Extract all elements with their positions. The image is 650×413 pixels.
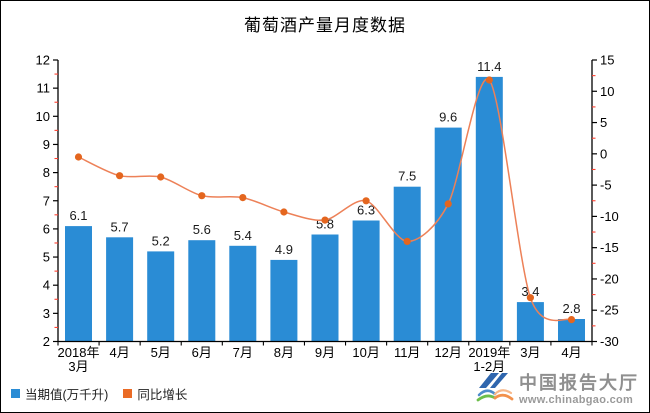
x-category-label: 2019年 1-2月 (468, 345, 510, 374)
bar (147, 251, 175, 342)
legend-swatch-line-icon (123, 389, 133, 398)
bar-value-label: 5.6 (193, 222, 211, 237)
x-category-label: 6月 (192, 345, 212, 360)
growth-line-marker (280, 208, 288, 216)
x-category-label: 10月 (352, 345, 379, 360)
bar-value-label: 4.9 (275, 242, 293, 257)
left-tick-label: 6 (43, 221, 50, 236)
right-tick-label: 0 (600, 146, 607, 161)
watermark: 中国报告大厅 www.chinabgao.com (476, 372, 639, 408)
x-category-label: 11月 (394, 345, 421, 360)
bar (270, 259, 298, 342)
growth-line-marker (362, 197, 370, 205)
x-category-label: 4月 (109, 345, 129, 360)
growth-line-marker (403, 237, 411, 245)
growth-line-marker (116, 172, 124, 180)
bar-value-label: 5.7 (111, 219, 129, 234)
bar-value-label: 9.6 (439, 110, 457, 125)
bar (352, 220, 380, 342)
x-category-label: 5月 (151, 345, 171, 360)
bar (475, 76, 503, 342)
growth-line-marker (526, 294, 535, 302)
legend: 当期值(万千升) 同比增长 (11, 384, 187, 403)
x-category-label: 3月 (520, 345, 540, 360)
left-tick-label: 8 (43, 165, 50, 180)
watermark-url: www.chinabgao.com (519, 393, 634, 406)
bar (188, 240, 216, 342)
bar (229, 245, 257, 342)
bar-value-label: 5.2 (152, 233, 170, 248)
bar-value-label: 6.1 (69, 208, 87, 223)
right-tick-label: -25 (600, 303, 619, 318)
legend-label-line: 同比增长 (137, 388, 188, 402)
growth-line-marker (198, 192, 206, 200)
x-category-label: 12月 (434, 345, 461, 360)
growth-line-marker (74, 153, 83, 161)
x-category-label: 2018年 3月 (58, 345, 100, 374)
bar-value-label: 2.8 (562, 301, 580, 316)
bar-value-label: 6.3 (357, 203, 375, 218)
x-category-label: 9月 (315, 345, 335, 360)
growth-line-marker (239, 194, 247, 202)
left-tick-label: 9 (43, 137, 50, 152)
left-tick-label: 10 (36, 109, 50, 124)
bar-value-label: 5.4 (234, 228, 252, 243)
growth-line-marker (567, 316, 576, 324)
legend-swatch-bar-icon (11, 389, 20, 398)
right-tick-label: 5 (600, 115, 607, 130)
watermark-brand: 中国报告大厅 (519, 373, 639, 394)
chinabgao-logo-icon (476, 373, 514, 402)
left-tick-label: 12 (36, 53, 50, 68)
legend-label-bar: 当期值(万千升) (25, 388, 109, 402)
growth-line-marker (444, 200, 452, 208)
left-tick-label: 5 (43, 250, 50, 265)
right-tick-label: -20 (600, 271, 619, 286)
growth-line-marker (321, 216, 329, 224)
bar (393, 186, 421, 342)
right-tick-label: -10 (600, 209, 619, 224)
left-tick-label: 11 (37, 81, 51, 96)
watermark-text: 中国报告大厅 www.chinabgao.com (519, 373, 639, 406)
right-tick-label: 10 (600, 84, 614, 99)
left-tick-label: 3 (43, 306, 50, 321)
legend-item-bar: 当期值(万千升) (11, 384, 108, 403)
right-tick-label: -5 (600, 178, 612, 193)
bar (106, 237, 134, 342)
x-category-label: 4月 (561, 345, 581, 360)
right-tick-label: -15 (600, 240, 619, 255)
growth-line-marker (485, 76, 493, 84)
bar (65, 226, 92, 342)
x-category-label: 8月 (274, 345, 294, 360)
left-tick-label: 7 (43, 193, 50, 208)
bar-value-label: 7.5 (398, 169, 416, 184)
bar (516, 302, 544, 342)
bar (434, 127, 462, 342)
x-category-label: 7月 (233, 345, 253, 360)
bar (558, 319, 585, 342)
growth-line (78, 78, 572, 322)
growth-line-marker (157, 173, 165, 181)
bar-value-label: 3.4 (521, 284, 539, 299)
left-tick-label: 4 (43, 278, 50, 293)
right-tick-label: 15 (600, 53, 614, 68)
bar (311, 234, 339, 342)
bar-value-label: 11.4 (477, 59, 501, 74)
legend-item-line: 同比增长 (123, 384, 187, 403)
left-tick-label: 2 (43, 334, 50, 349)
right-tick-label: -30 (600, 334, 619, 349)
chart-title: 葡萄酒产量月度数据 (244, 16, 406, 35)
